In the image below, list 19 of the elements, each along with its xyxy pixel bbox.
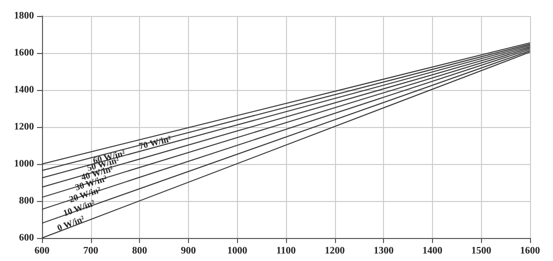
x-tick-label: 700 [83,246,98,256]
y-tick-label: 1400 [14,84,34,96]
x-tick-label: 600 [34,246,50,256]
x-tick-label: 1200 [324,246,345,256]
x-tick-label: 800 [132,246,148,256]
x-tick-label: 900 [180,246,196,256]
y-tick-label: 1000 [14,158,34,170]
x-tick-label: 1500 [471,246,492,256]
x-tick-label: 1000 [227,246,248,256]
y-tick-label: 800 [19,196,34,206]
y-tick-label: 1200 [14,122,34,132]
y-tick-label: 1800 [14,10,34,22]
y-tick-label: 600 [19,232,34,244]
x-tick-label: 1400 [422,246,442,256]
x-tick-label: 1600 [520,246,540,256]
x-tick-label: 1300 [374,246,394,256]
text: 70 W/in² [138,134,172,152]
y-tick-label: 1600 [14,48,34,58]
x-tick-label: 1100 [276,246,296,256]
